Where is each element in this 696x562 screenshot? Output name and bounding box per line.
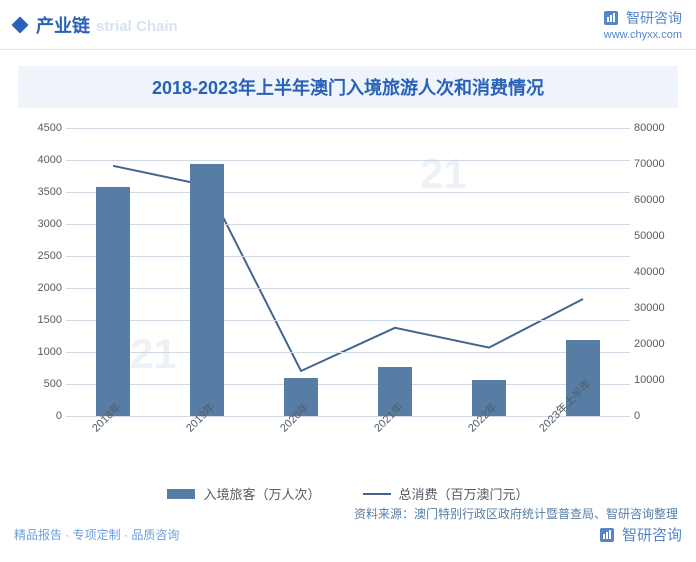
y-right-tick: 80000 [634,122,678,134]
brand-logo-icon [602,9,620,27]
y-right-tick: 50000 [634,230,678,242]
y-right-tick: 60000 [634,194,678,206]
y-left-tick: 0 [22,410,62,422]
y-right-tick: 70000 [634,158,678,170]
grid-line [66,160,630,161]
grid-line [66,128,630,129]
chart-title: 2018-2023年上半年澳门入境旅游人次和消费情况 [18,74,678,100]
grid-line [66,384,630,385]
diamond-icon [12,16,29,33]
header-left: 产业链 strial Chain [14,12,178,38]
line-path [113,166,583,371]
legend-line-label: 总消费（百万澳门元） [399,484,529,503]
y-left-tick: 1500 [22,314,62,326]
y-left-tick: 3000 [22,218,62,230]
grid-line [66,256,630,257]
y-right-tick: 40000 [634,266,678,278]
section-title: 产业链 [36,12,90,38]
y-left-tick: 4500 [22,122,62,134]
grid-line [66,352,630,353]
footer: 精品报告 · 专项定制 · 品质咨询 智研咨询 [0,524,696,551]
y-left-tick: 500 [22,378,62,390]
legend-bar-item: 入境旅客（万人次） [167,484,320,503]
legend: 入境旅客（万人次） 总消费（百万澳门元） [0,484,696,503]
y-right-tick: 20000 [634,338,678,350]
y-left-tick: 3500 [22,186,62,198]
grid-line [66,288,630,289]
footer-left: 精品报告 · 专项定制 · 品质咨询 [14,526,179,543]
footer-brand-name: 智研咨询 [622,524,682,545]
legend-line-item: 总消费（百万澳门元） [363,484,529,503]
brand-url: www.chyxx.com [604,29,682,41]
line-series [66,128,630,416]
y-left-tick: 1000 [22,346,62,358]
y-left-tick: 2000 [22,282,62,294]
legend-bar-swatch-icon [167,489,195,499]
brand-logo-icon [598,526,616,544]
chart-title-area: 2018-2023年上半年澳门入境旅游人次和消费情况 [18,66,678,108]
grid-line [66,192,630,193]
y-right-tick: 10000 [634,374,678,386]
brand-block: 智研咨询 www.chyxx.com [602,8,682,41]
bar [190,164,224,416]
y-left-tick: 2500 [22,250,62,262]
y-right-tick: 30000 [634,302,678,314]
plot-area: 0500100015002000250030003500400045000100… [66,128,630,416]
brand-name: 智研咨询 [626,8,682,28]
header: 产业链 strial Chain 智研咨询 www.chyxx.com [0,0,696,50]
brand-top: 智研咨询 [602,8,682,28]
grid-line [66,320,630,321]
source-note: 资料来源：澳门特别行政区政府统计暨普查局、智研咨询整理 [0,505,678,522]
legend-bar-label: 入境旅客（万人次） [203,484,320,503]
grid-line [66,224,630,225]
chart-area: 0 500 1000 1500 2000 2500 3000 3500 4000 4500 0 100… [18,118,678,478]
y-left-tick: 4000 [22,154,62,166]
y-right-tick: 0 [634,410,678,422]
bar [96,187,130,416]
section-title-shadow: strial Chain [96,18,178,35]
footer-brand: 智研咨询 [598,524,682,545]
legend-line-swatch-icon [363,493,391,495]
